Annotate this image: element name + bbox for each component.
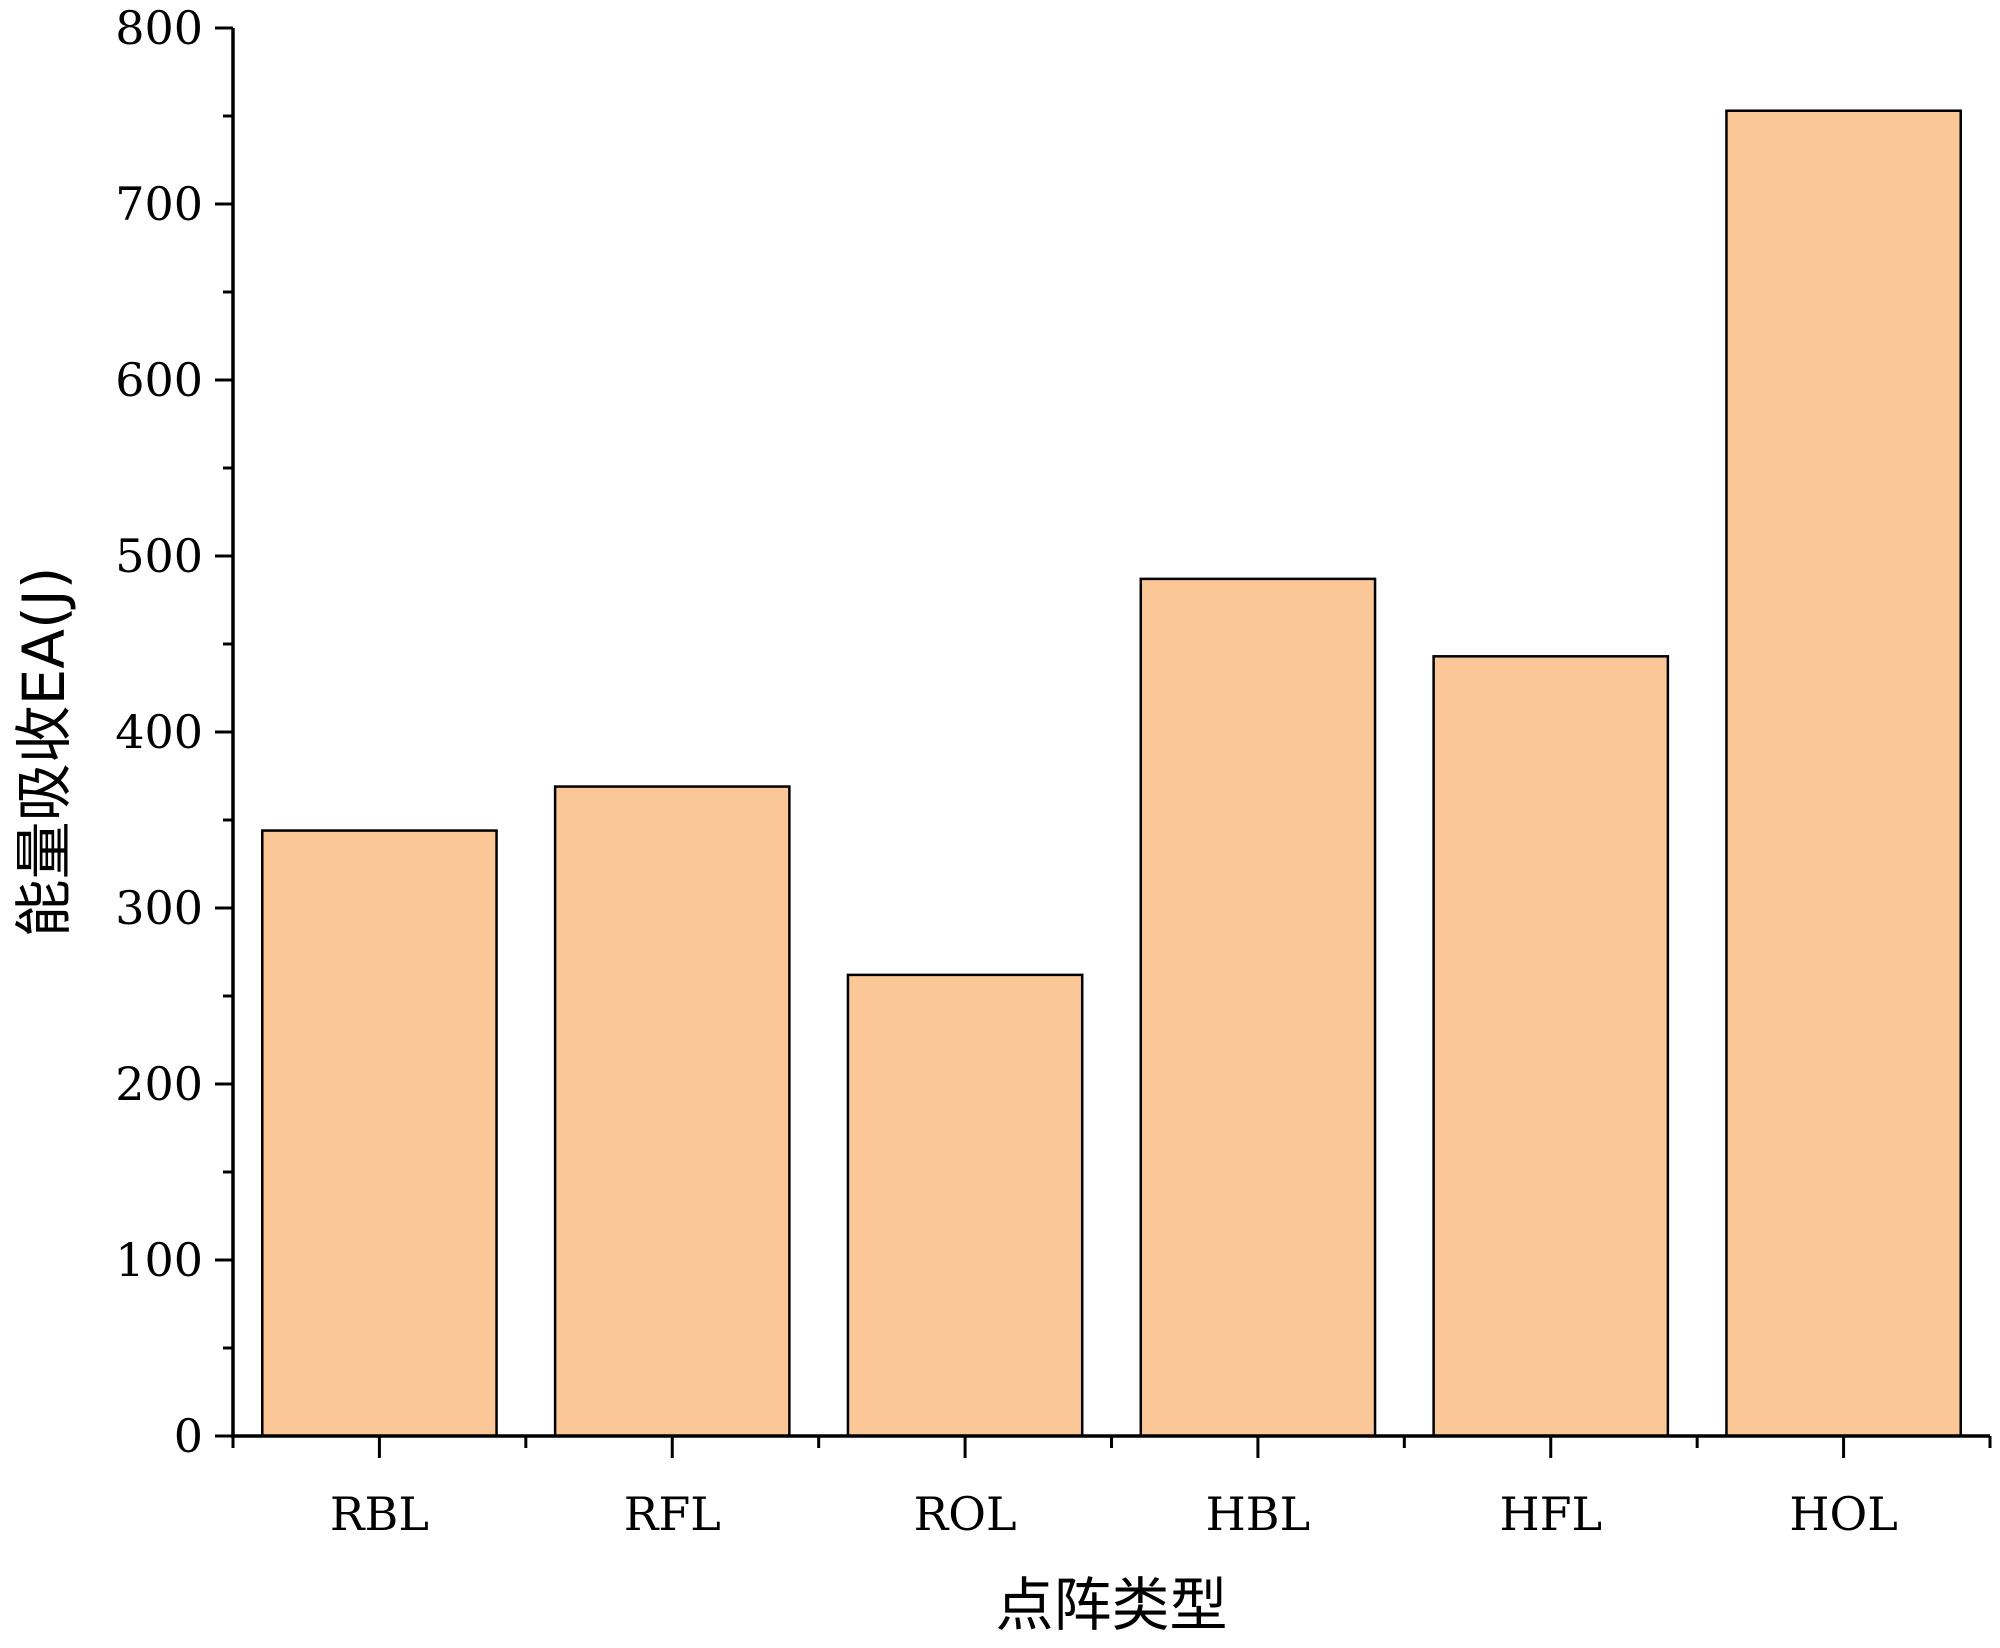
y-tick-label: 200 bbox=[115, 1057, 203, 1111]
y-tick-label: 600 bbox=[115, 353, 203, 407]
y-tick-label: 0 bbox=[174, 1409, 203, 1463]
bar-hbl bbox=[1139, 577, 1377, 1438]
x-tick-label-rfl: RFL bbox=[624, 1487, 721, 1541]
x-tick-label-rbl: RBL bbox=[330, 1487, 429, 1541]
y-tick-label: 300 bbox=[115, 881, 203, 935]
y-tick-label: 100 bbox=[115, 1233, 203, 1287]
bar-hfl bbox=[1432, 655, 1670, 1438]
y-tick-label: 800 bbox=[115, 1, 203, 55]
y-tick-label: 700 bbox=[115, 177, 203, 231]
y-axis-title: 能量吸收EA(J) bbox=[10, 567, 78, 938]
x-axis-ticks: RBL RFL ROL HBL HFL HOL bbox=[231, 1436, 1992, 1541]
x-tick-label-hol: HOL bbox=[1789, 1487, 1897, 1541]
y-tick-label: 500 bbox=[115, 529, 203, 583]
bars-group bbox=[261, 109, 1962, 1438]
bar-hol bbox=[1725, 109, 1962, 1438]
x-axis-title: 点阵类型 bbox=[995, 1571, 1227, 1639]
x-tick-label-hfl: HFL bbox=[1499, 1487, 1602, 1541]
bar-rbl bbox=[261, 829, 498, 1438]
y-axis-ticks: 0 100 200 300 400 500 600 700 800 bbox=[115, 1, 233, 1463]
bar-rfl bbox=[553, 785, 791, 1438]
x-tick-label-rol: ROL bbox=[914, 1487, 1017, 1541]
x-tick-label-hbl: HBL bbox=[1206, 1487, 1310, 1541]
bar-rol bbox=[846, 973, 1084, 1438]
y-tick-label: 400 bbox=[115, 705, 203, 759]
